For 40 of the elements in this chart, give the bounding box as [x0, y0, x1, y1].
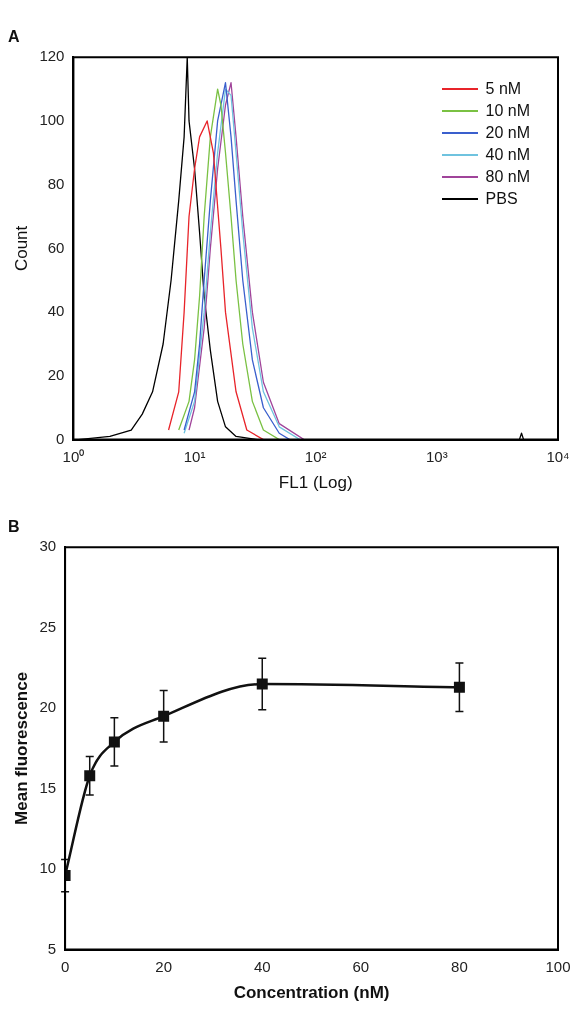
- y-tick-label: 80: [47, 174, 65, 192]
- y-tick-label: 30: [39, 537, 57, 555]
- y-tick-label: 100: [39, 111, 65, 129]
- x-tick-label: 10¹: [183, 447, 206, 465]
- legend-label: 10 nM: [485, 102, 530, 120]
- x-tick-label: 20: [155, 957, 173, 975]
- y-tick-label: 10: [39, 859, 57, 877]
- x-tick-label: 60: [352, 957, 370, 975]
- point: [256, 678, 268, 690]
- legend-label: 80 nM: [485, 168, 530, 186]
- y-tick-label: 120: [39, 47, 65, 65]
- legend-label: 5 nM: [485, 80, 522, 98]
- x-tick-label: 100: [545, 957, 571, 975]
- y-tick-label: 20: [47, 366, 65, 384]
- y-tick-label: 25: [39, 617, 57, 635]
- x-axis-title: Concentration (nM): [233, 983, 390, 1003]
- point: [108, 736, 120, 748]
- x-axis-title: FL1 (Log): [278, 473, 353, 493]
- x-tick-label: 10⁰: [62, 447, 85, 465]
- y-axis-title: Mean fluorescence: [11, 671, 31, 825]
- x-tick-label: 40: [253, 957, 271, 975]
- y-tick-label: 15: [39, 778, 57, 796]
- x-tick-label: 10³: [426, 447, 448, 465]
- legend-label: PBS: [485, 190, 518, 208]
- y-tick-label: 60: [47, 238, 65, 256]
- y-axis-title: Count: [11, 225, 31, 272]
- y-tick-label: 0: [56, 429, 65, 447]
- y-tick-label: 5: [47, 939, 57, 957]
- legend-label: 40 nM: [485, 146, 530, 164]
- point: [453, 681, 465, 693]
- y-tick-label: 40: [47, 302, 65, 320]
- legend-label: 20 nM: [485, 124, 530, 142]
- chart-title: B: [8, 518, 20, 536]
- point: [158, 710, 170, 722]
- y-tick-label: 20: [39, 698, 57, 716]
- x-tick-label: 10⁴: [546, 447, 570, 465]
- chart-title: A: [8, 28, 20, 46]
- x-tick-label: 80: [451, 957, 468, 975]
- point: [84, 770, 96, 782]
- x-tick-label: 10²: [304, 447, 327, 465]
